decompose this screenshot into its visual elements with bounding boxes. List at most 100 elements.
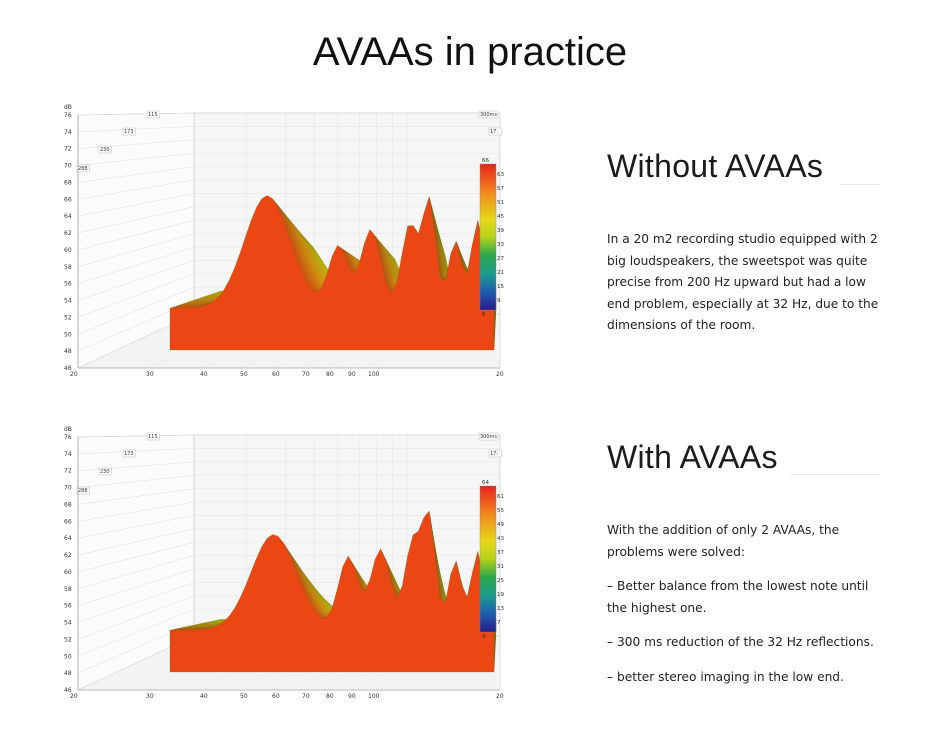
- grid-line: [77, 112, 195, 116]
- y-tick-label: 46: [64, 687, 72, 694]
- grid-line: [77, 448, 195, 455]
- y-tick-label: 60: [64, 247, 72, 254]
- time-tag: [146, 110, 160, 119]
- x-tick-label: 70: [302, 371, 310, 378]
- time-tag-label: 115: [148, 112, 158, 118]
- y-tick-label: 72: [64, 146, 72, 153]
- x-tick-label: 90: [348, 371, 356, 378]
- y-tick-label: 46: [64, 365, 72, 372]
- time-tag: [76, 486, 90, 495]
- waterfall-slice: [169, 510, 495, 673]
- y-tick-label: 58: [64, 586, 72, 593]
- grid-line: [77, 273, 195, 318]
- y-tick-label: 54: [64, 620, 72, 627]
- grid-line: [77, 528, 195, 556]
- section-bullet: – better stereo imaging in the low end.: [607, 670, 844, 684]
- y-tick-label: 62: [64, 230, 72, 237]
- y-tick-label: 50: [64, 331, 72, 338]
- y-tick-label: 52: [64, 314, 72, 321]
- x-tick-label: 50: [240, 371, 248, 378]
- time-tag: [478, 432, 499, 441]
- y-tick-label: 74: [64, 129, 72, 136]
- color-scale-label: 63: [497, 172, 504, 178]
- color-scale-label: 43: [497, 536, 504, 542]
- grid-line: [77, 139, 195, 149]
- time-tag-label: 288: [78, 488, 88, 494]
- y-tick-label: 70: [64, 163, 72, 170]
- y-tick-label: 60: [64, 569, 72, 576]
- time-tag: [122, 127, 136, 136]
- waterfall-plot-with: 76 74 72 70 68 66 64 62 60 58 56 54 52 50 48 46 dB 20 30 40…: [60, 422, 504, 700]
- x-tick-label: 60: [272, 371, 280, 378]
- grid-line: [77, 515, 195, 539]
- section-bullet: – Better balance from the lowest note un…: [607, 579, 869, 615]
- time-tag: [478, 110, 499, 119]
- grid-line: [77, 206, 195, 234]
- grid-line: [77, 166, 195, 183]
- x-tick-label: 60: [272, 693, 280, 700]
- time-tag-label: 17:: [490, 451, 498, 457]
- time-tag-label: 288: [78, 166, 88, 172]
- x-tick-label: 20: [70, 371, 78, 378]
- grid-line: [77, 501, 195, 522]
- time-tag: [98, 467, 112, 476]
- grid-line: [77, 595, 195, 640]
- y-tick-label: 66: [64, 518, 72, 525]
- time-tag-label: 17:: [490, 129, 498, 135]
- x-tick-label: 50: [240, 693, 248, 700]
- color-scale-label: 39: [497, 228, 504, 234]
- y-tick-label: 56: [64, 281, 72, 288]
- time-tag-label: 173: [124, 129, 134, 135]
- grid-line: [77, 260, 195, 301]
- grid-line: [77, 246, 195, 284]
- grid-line: [77, 568, 195, 606]
- color-scale-label: 7: [497, 620, 501, 626]
- grid-line: [77, 179, 195, 200]
- color-scale-label: 66: [482, 158, 489, 164]
- section-paragraph: With the addition of only 2 AVAAs, the p…: [607, 523, 840, 559]
- grid-line: [77, 286, 195, 335]
- title-divider: [840, 184, 880, 185]
- y-tick-label: 76: [64, 434, 72, 441]
- grid-line: [77, 488, 195, 505]
- color-scale-label: 6: [482, 312, 486, 318]
- color-scale-label: 21: [497, 270, 504, 276]
- color-scale-label: 4: [482, 634, 486, 640]
- waterfall-plot-without: 76 74 72 70 68 66 64 62 60 58 56 54 52 50 48 46 dB 20 30 40…: [60, 100, 504, 378]
- x-tick-label: 100: [368, 371, 380, 378]
- time-tag: [98, 145, 112, 154]
- y-tick-label: 54: [64, 298, 72, 305]
- time-tag: [146, 432, 160, 441]
- color-scale-label: 13: [497, 606, 504, 612]
- section-paragraph: In a 20 m2 recording studio equipped wit…: [607, 232, 879, 332]
- grid-line: [77, 434, 195, 438]
- time-tag-label: 300ms: [480, 434, 497, 440]
- x-tick-label: 30: [146, 693, 154, 700]
- x-tick-label: 70: [302, 693, 310, 700]
- time-tag-label: 173: [124, 451, 134, 457]
- y-tick-label: 58: [64, 264, 72, 271]
- time-tag-label: 230: [100, 469, 110, 475]
- waterfall-slice: [169, 195, 495, 351]
- color-scale-label: 25: [497, 578, 504, 584]
- y-tick-label: 56: [64, 603, 72, 610]
- color-scale-label: 31: [497, 564, 504, 570]
- color-scale-label: 9: [497, 298, 501, 304]
- y-tick-label: 64: [64, 213, 72, 220]
- section-title-without: Without AVAAs: [607, 148, 824, 184]
- y-tick-label: 50: [64, 653, 72, 660]
- grid-line: [77, 152, 195, 166]
- x-tick-label: 40: [200, 693, 208, 700]
- y-tick-label: 66: [64, 196, 72, 203]
- color-scale-label: 33: [497, 242, 504, 248]
- y-tick-label: 74: [64, 451, 72, 458]
- color-scale-label: 27: [497, 256, 504, 262]
- y-tick-label: 68: [64, 501, 72, 508]
- grid-line: [77, 233, 195, 268]
- grid-line: [77, 219, 195, 251]
- x-tick-label: 100: [368, 693, 380, 700]
- time-tag: [122, 449, 136, 458]
